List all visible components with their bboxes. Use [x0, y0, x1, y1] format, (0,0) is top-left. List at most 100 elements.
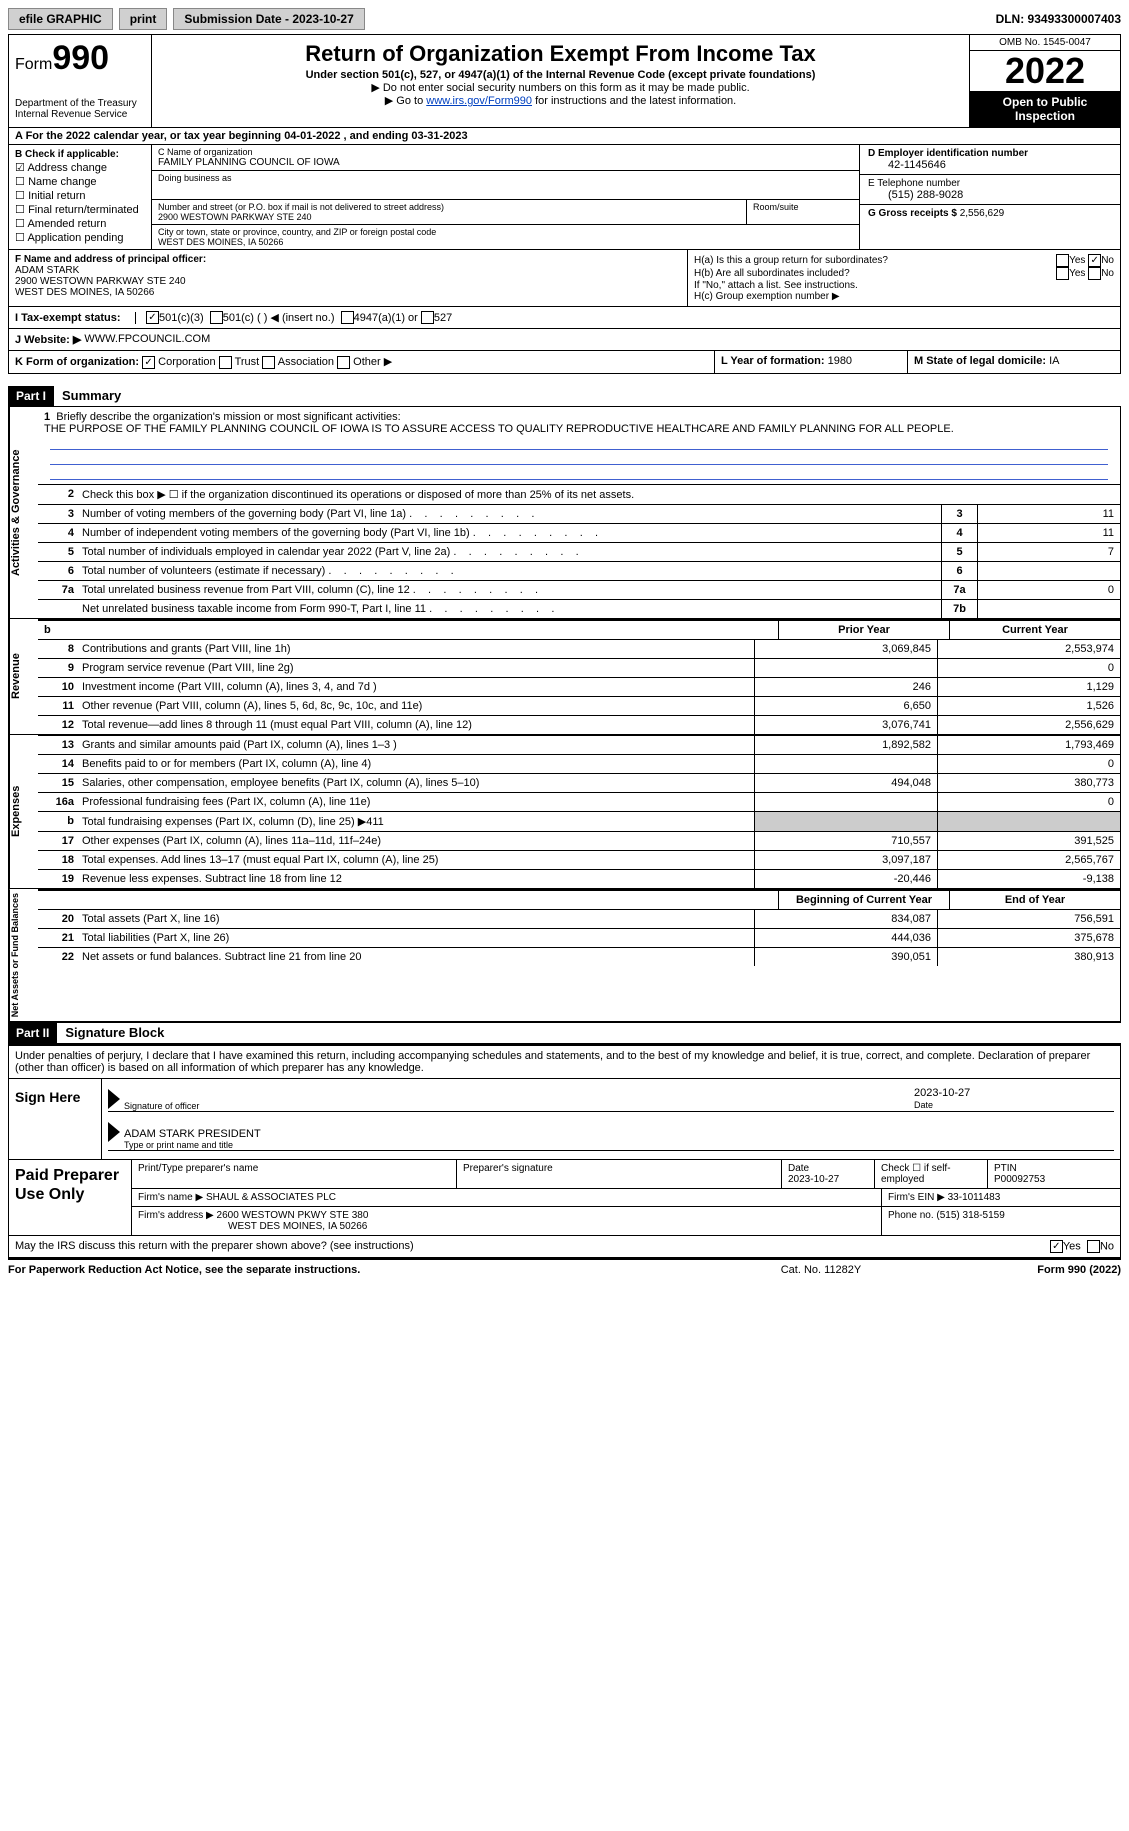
- website-label: J Website: ▶: [15, 333, 81, 346]
- l16a-current: 0: [937, 793, 1120, 811]
- hb-no[interactable]: [1088, 267, 1101, 280]
- chk-4947[interactable]: [341, 311, 354, 324]
- line5-value: 7: [977, 543, 1120, 561]
- signer-name: ADAM STARK PRESIDENT: [124, 1128, 261, 1140]
- discuss-yes[interactable]: ✓: [1050, 1240, 1063, 1253]
- l13-current: 1,793,469: [937, 736, 1120, 754]
- sign-arrow-icon: [108, 1089, 120, 1109]
- hc-label: H(c) Group exemption number ▶: [694, 291, 1114, 302]
- ha-no[interactable]: ✓: [1088, 254, 1101, 267]
- l11-current: 1,526: [937, 697, 1120, 715]
- public-inspection-label: Open to Public Inspection: [970, 91, 1120, 127]
- k-label: K Form of organization:: [15, 356, 139, 368]
- l19-current: -9,138: [937, 870, 1120, 888]
- mission-text: THE PURPOSE OF THE FAMILY PLANNING COUNC…: [44, 423, 954, 435]
- form-id-footer: Form 990 (2022): [921, 1264, 1121, 1276]
- l18-prior: 3,097,187: [754, 851, 937, 869]
- chk-amended-return[interactable]: ☐ Amended return: [15, 217, 145, 230]
- row-k-l-m: K Form of organization: ✓ Corporation Tr…: [8, 351, 1121, 374]
- calendar-year-row: A For the 2022 calendar year, or tax yea…: [8, 128, 1121, 145]
- chk-name-change[interactable]: ☐ Name change: [15, 175, 145, 188]
- part2-header: Part II Signature Block: [8, 1022, 1121, 1044]
- gross-receipts-label: G Gross receipts $: [868, 208, 957, 219]
- l11-prior: 6,650: [754, 697, 937, 715]
- website-row: J Website: ▶ WWW.FPCOUNCIL.COM: [8, 329, 1121, 351]
- officer-signature-label: Signature of officer: [124, 1087, 914, 1111]
- vtab-net-assets: Net Assets or Fund Balances: [9, 889, 38, 1021]
- ein-value: 42-1145646: [868, 159, 1112, 171]
- chk-assoc[interactable]: [262, 356, 275, 369]
- section-f-h: F Name and address of principal officer:…: [8, 250, 1121, 307]
- officer-street: 2900 WESTOWN PARKWAY STE 240: [15, 276, 186, 287]
- firm-address: 2600 WESTOWN PKWY STE 380: [217, 1210, 369, 1221]
- form-number: Form990: [15, 39, 145, 78]
- chk-trust[interactable]: [219, 356, 232, 369]
- hb-yes[interactable]: [1056, 267, 1069, 280]
- expenses-section: Expenses 13Grants and similar amounts pa…: [8, 735, 1121, 889]
- form-title: Return of Organization Exempt From Incom…: [162, 41, 959, 67]
- room-label: Room/suite: [747, 200, 859, 224]
- firm-ein: 33-1011483: [948, 1192, 1001, 1203]
- discuss-no[interactable]: [1087, 1240, 1100, 1253]
- irs-label: Internal Revenue Service: [15, 109, 145, 120]
- hb-label: H(b) Are all subordinates included?: [694, 268, 850, 279]
- sign-here-label: Sign Here: [9, 1079, 102, 1159]
- tax-status-label: I Tax-exempt status:: [15, 312, 136, 324]
- l8-prior: 3,069,845: [754, 640, 937, 658]
- line7b-value: [977, 600, 1120, 618]
- print-button[interactable]: print: [119, 8, 168, 30]
- section-b-header: B Check if applicable:: [15, 149, 145, 160]
- line6-value: [977, 562, 1120, 580]
- top-toolbar: efile GRAPHIC print Submission Date - 20…: [8, 8, 1121, 30]
- irs-link[interactable]: www.irs.gov/Form990: [426, 95, 532, 107]
- ptin-value: P00092753: [994, 1174, 1045, 1185]
- l17-current: 391,525: [937, 832, 1120, 850]
- revenue-section: Revenue bPrior YearCurrent Year 8Contrib…: [8, 619, 1121, 735]
- officer-city: WEST DES MOINES, IA 50266: [15, 287, 154, 298]
- dept-label: Department of the Treasury: [15, 98, 145, 109]
- l12-current: 2,556,629: [937, 716, 1120, 734]
- efile-button[interactable]: efile GRAPHIC: [8, 8, 113, 30]
- vtab-revenue: Revenue: [9, 619, 38, 734]
- org-name: FAMILY PLANNING COUNCIL OF IOWA: [158, 157, 853, 168]
- chk-corp[interactable]: ✓: [142, 356, 155, 369]
- l21-end: 375,678: [937, 929, 1120, 947]
- signature-block: Under penalties of perjury, I declare th…: [8, 1044, 1121, 1258]
- chk-application-pending[interactable]: ☐ Application pending: [15, 231, 145, 244]
- l20-begin: 834,087: [754, 910, 937, 928]
- l16b-current: [937, 812, 1120, 831]
- chk-501c3[interactable]: ✓: [146, 311, 159, 324]
- l9-prior: [754, 659, 937, 677]
- l9-current: 0: [937, 659, 1120, 677]
- org-name-label: C Name of organization: [158, 147, 853, 157]
- chk-address-change[interactable]: ☑ Address change: [15, 161, 145, 174]
- officer-label: F Name and address of principal officer:: [15, 254, 206, 265]
- paid-preparer-label: Paid Preparer Use Only: [9, 1160, 132, 1235]
- l21-begin: 444,036: [754, 929, 937, 947]
- chk-final-return[interactable]: ☐ Final return/terminated: [15, 203, 145, 216]
- chk-527[interactable]: [421, 311, 434, 324]
- self-employed-check[interactable]: Check ☐ if self-employed: [875, 1160, 988, 1188]
- section-b-c-d-e: B Check if applicable: ☑ Address change …: [8, 145, 1121, 250]
- paperwork-notice: For Paperwork Reduction Act Notice, see …: [8, 1264, 721, 1276]
- line3-value: 11: [977, 505, 1120, 523]
- chk-other[interactable]: [337, 356, 350, 369]
- dln-number: DLN: 93493300007403: [996, 12, 1121, 26]
- phone-label: E Telephone number: [868, 178, 960, 189]
- l14-current: 0: [937, 755, 1120, 773]
- l15-prior: 494,048: [754, 774, 937, 792]
- gross-receipts-value: 2,556,629: [960, 208, 1005, 219]
- officer-name: ADAM STARK: [15, 265, 79, 276]
- street-label: Number and street (or P.O. box if mail i…: [158, 202, 740, 212]
- firm-phone: (515) 318-5159: [936, 1210, 1004, 1221]
- chk-initial-return[interactable]: ☐ Initial return: [15, 189, 145, 202]
- catalog-number: Cat. No. 11282Y: [721, 1264, 921, 1276]
- ha-yes[interactable]: [1056, 254, 1069, 267]
- chk-501c-other[interactable]: [210, 311, 223, 324]
- formation-year: 1980: [828, 355, 852, 367]
- l22-end: 380,913: [937, 948, 1120, 966]
- part1-header: Part I Summary: [8, 386, 1121, 407]
- city-label: City or town, state or province, country…: [158, 227, 853, 237]
- l19-prior: -20,446: [754, 870, 937, 888]
- firm-name: SHAUL & ASSOCIATES PLC: [206, 1192, 336, 1203]
